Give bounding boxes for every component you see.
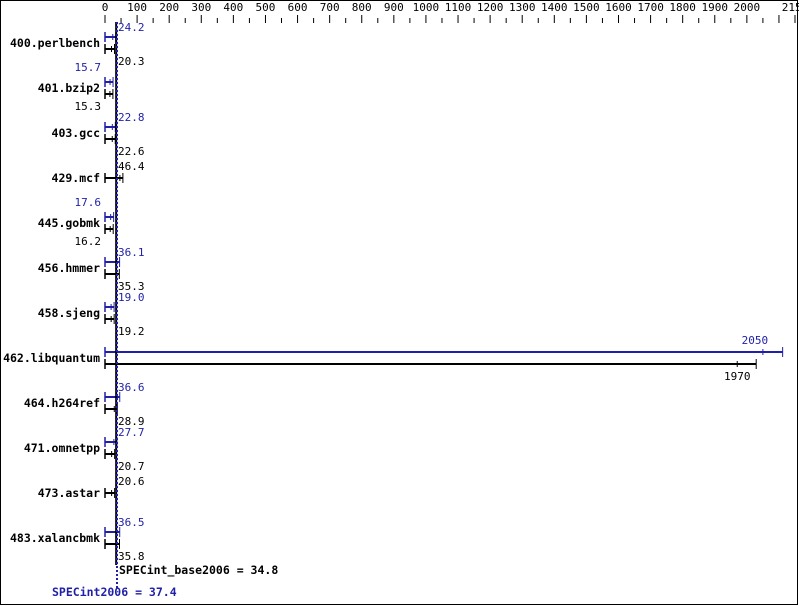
peak-value-label: 2050 bbox=[742, 334, 769, 347]
category-label: 464.h264ref bbox=[24, 396, 100, 410]
base-value-label: 1970 bbox=[724, 370, 751, 383]
category-label: 400.perlbench bbox=[10, 36, 100, 50]
x-tick-label: 500 bbox=[256, 1, 276, 14]
base-value-label: 35.3 bbox=[118, 280, 145, 293]
x-tick-label: 700 bbox=[320, 1, 340, 14]
x-tick-label: 1300 bbox=[509, 1, 536, 14]
x-tick-label: 1900 bbox=[702, 1, 729, 14]
category-label: 456.hmmer bbox=[38, 261, 100, 275]
peak-value-label: 17.6 bbox=[75, 196, 102, 209]
peak-value-label: 24.2 bbox=[118, 21, 145, 34]
x-tick-label: 1800 bbox=[669, 1, 696, 14]
base-value-label: 22.6 bbox=[118, 145, 145, 158]
x-tick-label: 400 bbox=[223, 1, 243, 14]
x-tick-label: 1700 bbox=[637, 1, 664, 14]
x-tick-label: 800 bbox=[352, 1, 372, 14]
category-label: 473.astar bbox=[38, 486, 100, 500]
category-label: 401.bzip2 bbox=[38, 81, 100, 95]
peak-reference-label: SPECint2006 = 37.4 bbox=[52, 585, 177, 599]
x-tick-label: 0 bbox=[102, 1, 109, 14]
base-value-label: 20.7 bbox=[118, 460, 145, 473]
x-tick-label: 1500 bbox=[573, 1, 600, 14]
base-reference-label: SPECint_base2006 = 34.8 bbox=[119, 563, 278, 578]
base-value-label: 19.2 bbox=[118, 325, 145, 338]
x-tick-label: 1100 bbox=[445, 1, 472, 14]
peak-value-label: 27.7 bbox=[118, 426, 145, 439]
x-tick-label: 2000 bbox=[734, 1, 761, 14]
x-tick-label: 1600 bbox=[605, 1, 632, 14]
category-label: 471.omnetpp bbox=[24, 441, 100, 455]
base-value-label: 20.6 bbox=[118, 475, 145, 488]
peak-value-label: 36.5 bbox=[118, 516, 145, 529]
category-label: 429.mcf bbox=[52, 171, 101, 185]
x-tick-label: 1000 bbox=[413, 1, 440, 14]
base-value-label: 46.4 bbox=[118, 160, 145, 173]
x-tick-label: 1400 bbox=[541, 1, 568, 14]
x-tick-label: 2150 bbox=[782, 1, 799, 14]
category-label: 483.xalancbmk bbox=[10, 531, 100, 545]
category-label: 458.sjeng bbox=[38, 306, 100, 320]
peak-value-label: 15.7 bbox=[75, 61, 102, 74]
x-tick-label: 200 bbox=[159, 1, 179, 14]
base-value-label: 16.2 bbox=[75, 235, 102, 248]
category-label: 462.libquantum bbox=[3, 351, 100, 365]
peak-value-label: 22.8 bbox=[118, 111, 145, 124]
x-tick-label: 100 bbox=[127, 1, 147, 14]
x-tick-label: 300 bbox=[191, 1, 211, 14]
x-tick-label: 900 bbox=[384, 1, 404, 14]
peak-value-label: 19.0 bbox=[118, 291, 145, 304]
peak-value-label: 36.6 bbox=[118, 381, 145, 394]
x-tick-label: 1200 bbox=[477, 1, 504, 14]
category-label: 403.gcc bbox=[52, 126, 100, 140]
peak-value-label: 36.1 bbox=[118, 246, 145, 259]
x-tick-label: 600 bbox=[288, 1, 308, 14]
base-value-label: 15.3 bbox=[75, 100, 102, 113]
base-value-label: 28.9 bbox=[118, 415, 145, 428]
base-value-label: 35.8 bbox=[118, 550, 145, 563]
base-value-label: 20.3 bbox=[118, 55, 145, 68]
category-label: 445.gobmk bbox=[38, 216, 100, 230]
